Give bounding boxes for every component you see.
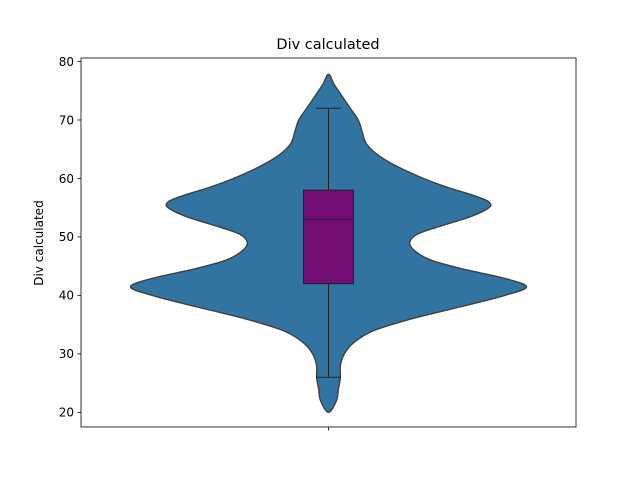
y-tick-label: 70 <box>59 113 74 127</box>
y-tick-label: 80 <box>59 55 74 69</box>
y-tick-label: 60 <box>59 172 74 186</box>
y-tick-label: 40 <box>59 289 74 303</box>
iqr-box <box>303 189 354 285</box>
y-tick-label: 30 <box>59 347 74 361</box>
y-axis: 20 30 40 50 60 70 80 <box>59 55 81 420</box>
y-axis-label: Div calculated <box>32 200 46 285</box>
plot-frame <box>80 57 577 428</box>
y-tick-label: 50 <box>59 230 74 244</box>
chart-title: Div calculated <box>276 37 379 53</box>
y-tick-label: 20 <box>59 406 74 420</box>
